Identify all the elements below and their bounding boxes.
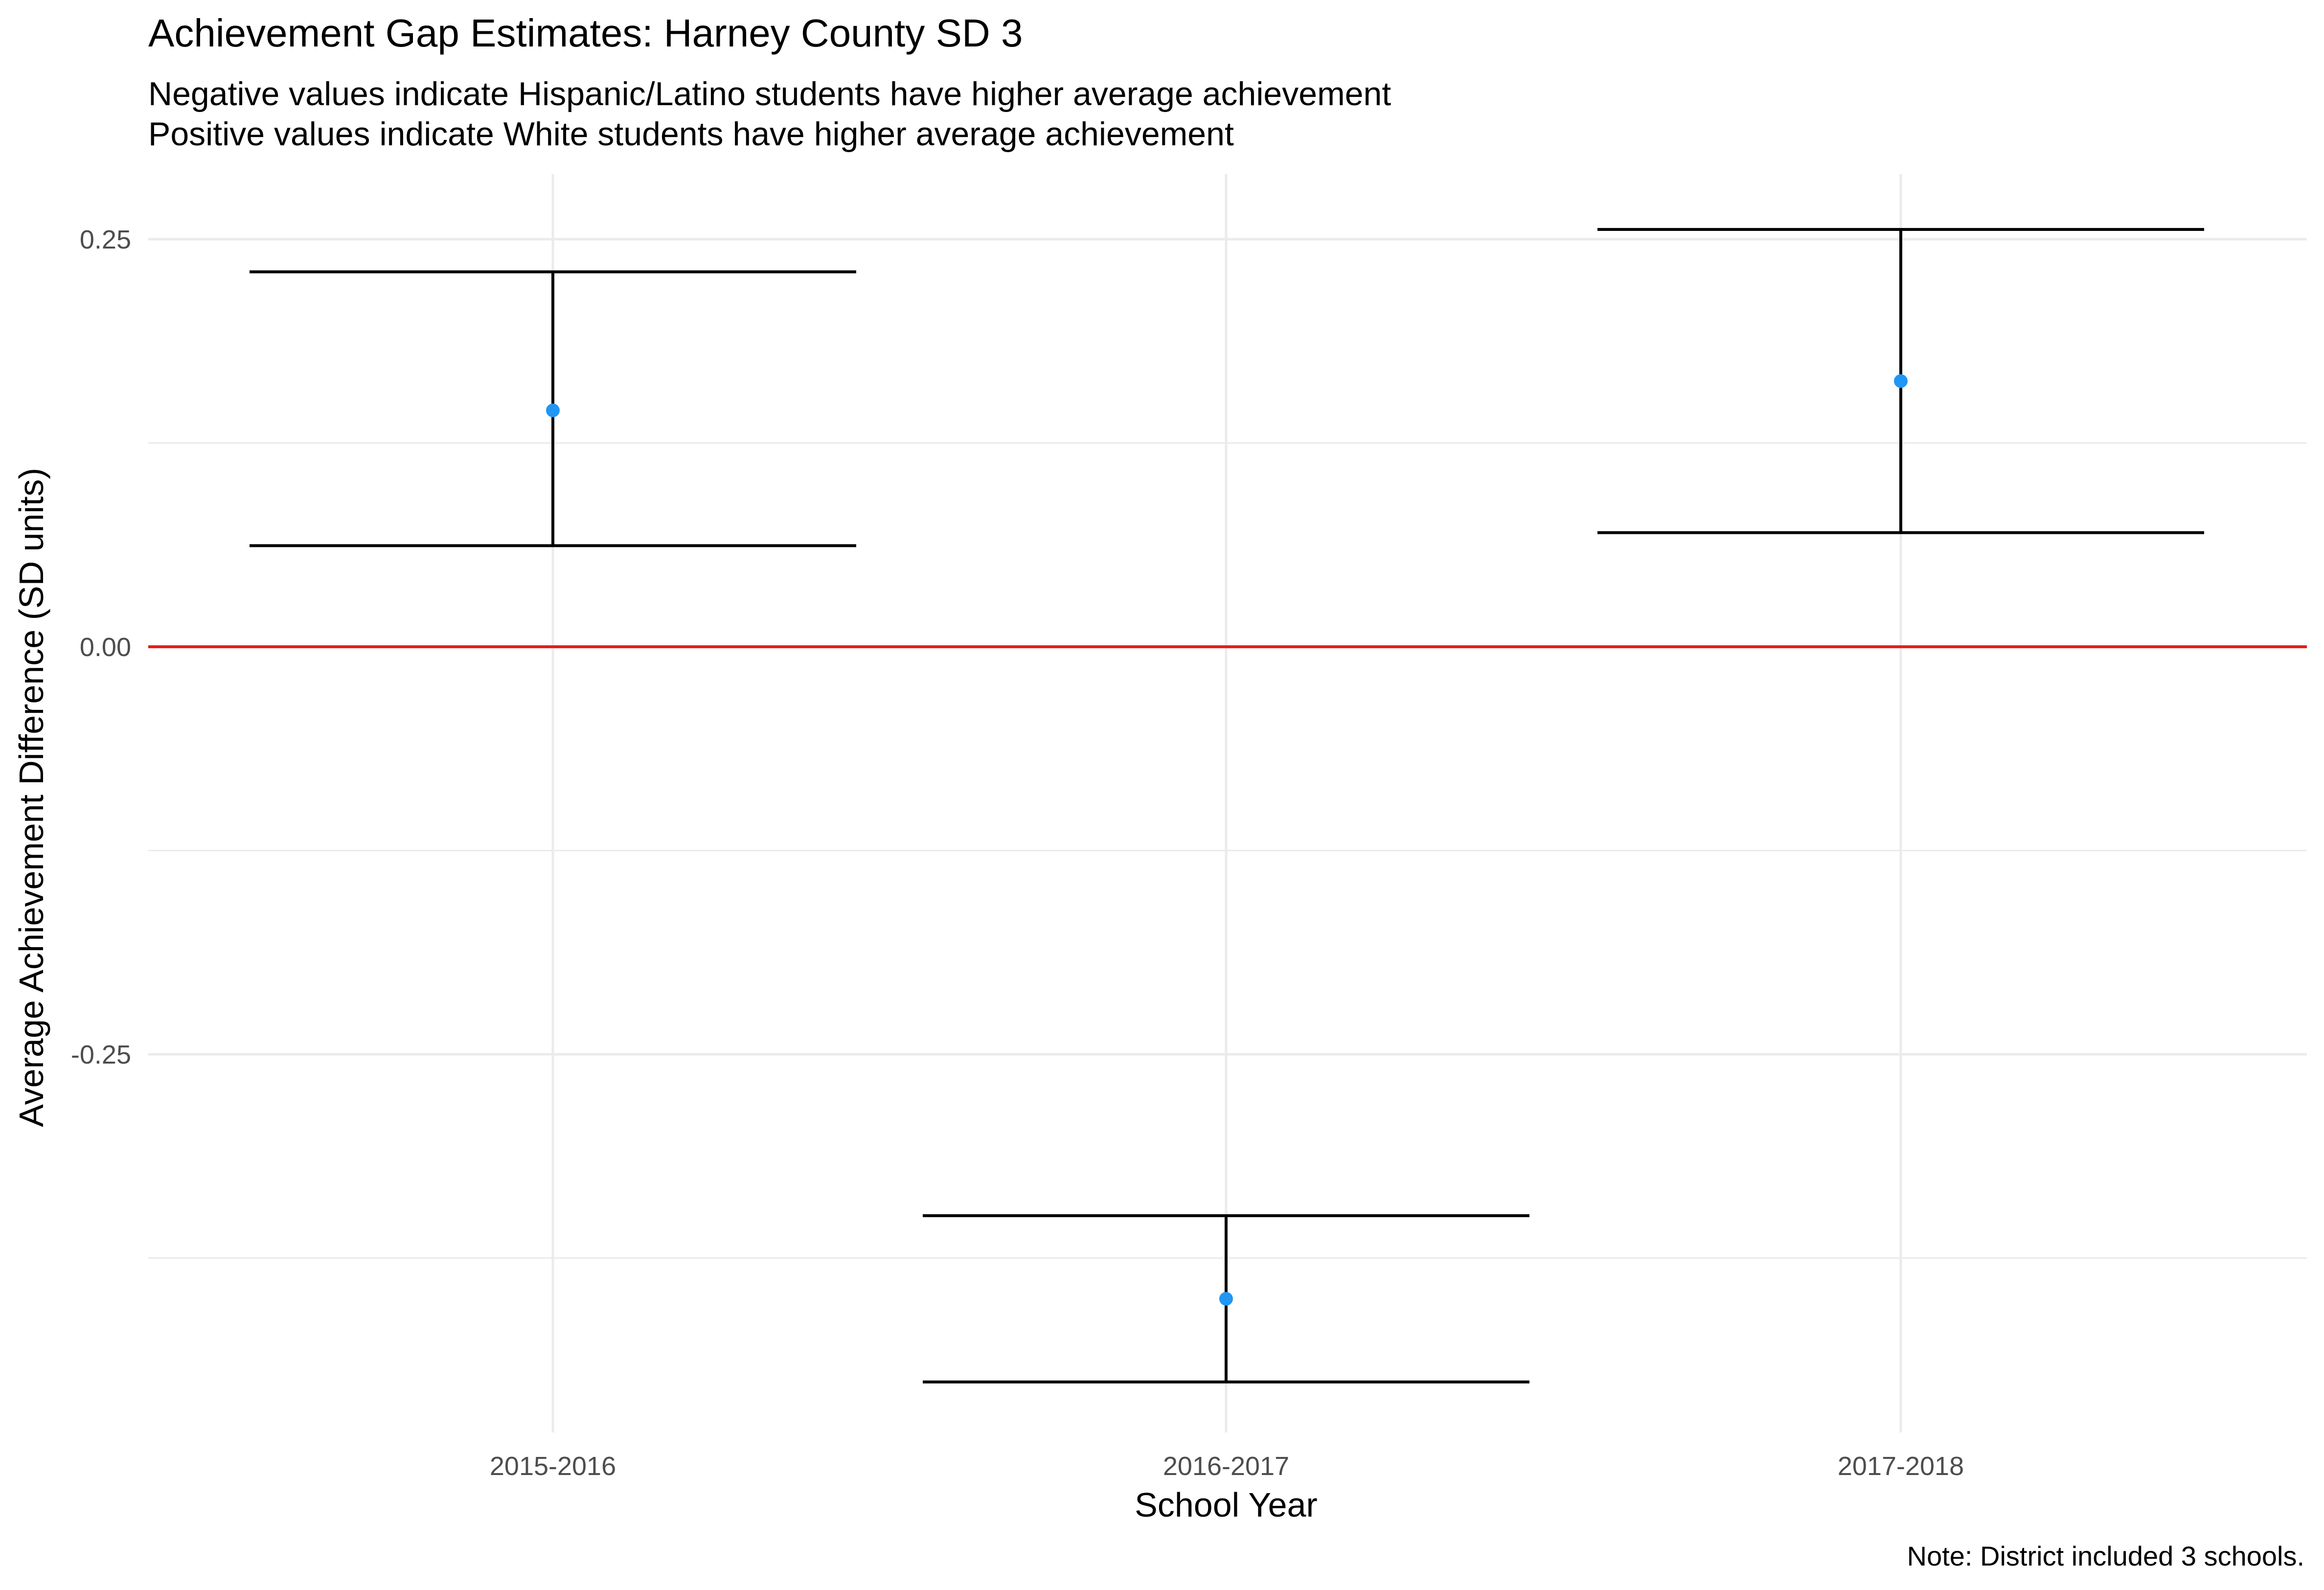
estimate-point <box>546 403 560 417</box>
x-tick-label: 2015-2016 <box>490 1452 616 1481</box>
chart-title: Achievement Gap Estimates: Harney County… <box>148 11 1023 55</box>
x-axis-ticks: 2015-2016 2016-2017 2017-2018 <box>490 1452 1964 1481</box>
chart-caption: Note: District included 3 schools. <box>1907 1541 2304 1571</box>
y-tick-label: 0.00 <box>80 633 131 662</box>
estimate-point <box>1219 1292 1233 1306</box>
y-axis-ticks: 0.25 0.00 -0.25 <box>71 225 131 1069</box>
y-tick-label: -0.25 <box>71 1040 131 1069</box>
chart-subtitle-line-1: Negative values indicate Hispanic/Latino… <box>148 75 1391 113</box>
x-tick-label: 2016-2017 <box>1163 1452 1289 1481</box>
estimate-points <box>546 374 1908 1306</box>
y-axis-title: Average Achievement Difference (SD units… <box>12 468 50 1127</box>
chart-subtitle-line-2: Positive values indicate White students … <box>148 115 1234 153</box>
x-axis-title: School Year <box>1135 1486 1318 1524</box>
x-tick-label: 2017-2018 <box>1838 1452 1964 1481</box>
y-tick-label: 0.25 <box>80 225 131 254</box>
estimate-point <box>1894 374 1908 388</box>
